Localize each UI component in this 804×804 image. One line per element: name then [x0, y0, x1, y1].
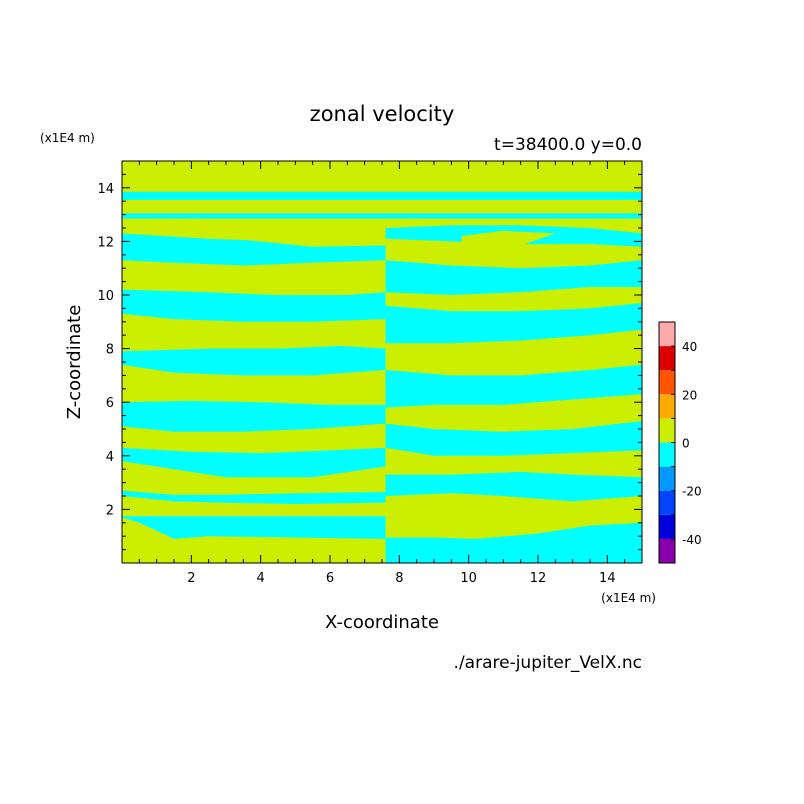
colorbar-segment [659, 490, 675, 515]
positive-island [347, 335, 386, 346]
x-tick-label: 12 [530, 571, 547, 586]
colorbar-segment [659, 442, 675, 467]
colorbar-segment [659, 466, 675, 491]
negative-region [385, 303, 642, 344]
colorbar-segment [659, 418, 675, 443]
source-file-label: ./arare-jupiter_VelX.nc [454, 653, 642, 673]
negative-region [385, 260, 642, 295]
y-tick-label: 8 [106, 343, 114, 358]
negative-velocity-regions [122, 191, 642, 563]
chart-title: zonal velocity [310, 102, 455, 126]
positive-island [614, 337, 642, 349]
negative-region [122, 447, 386, 478]
x-tick-label: 8 [395, 571, 403, 586]
colorbar-tick-label: 40 [682, 340, 697, 354]
colorbar-tick-label: 0 [682, 437, 690, 451]
colorbar-segment [659, 346, 675, 371]
positive-velocity-islands [122, 230, 642, 349]
positive-island [312, 270, 386, 285]
negative-region [122, 191, 642, 200]
negative-region [122, 289, 386, 322]
y-axis-label: Z-coordinate [64, 305, 85, 420]
colorbar-tick-label: -40 [682, 533, 702, 547]
colorbar: 40 20 0 -20 -40 [658, 321, 702, 564]
x-tick-label: 6 [326, 571, 334, 586]
y-tick-label: 4 [106, 450, 114, 465]
x-tick-label: 10 [460, 571, 477, 586]
negative-region [122, 516, 386, 539]
x-axis-label: X-coordinate [325, 612, 439, 633]
negative-region [122, 345, 386, 376]
positive-island [461, 230, 556, 246]
positive-island [122, 332, 168, 346]
negative-region [385, 471, 642, 502]
y-tick-label: 6 [106, 396, 114, 411]
plot-area: 2 4 6 8 10 12 14 2 4 6 8 10 12 14 [97, 160, 643, 586]
positive-island [246, 234, 386, 247]
x-tick-label: 4 [257, 571, 265, 586]
colorbar-segment [659, 322, 675, 347]
x-tick-label: 14 [599, 571, 616, 586]
y-tick-label: 2 [106, 503, 114, 518]
negative-region [122, 490, 386, 504]
y-axis-ticks: 2 4 6 8 10 12 14 [97, 160, 642, 564]
colorbar-segment [659, 514, 675, 539]
colorbar-segment [659, 394, 675, 419]
negative-region [385, 213, 642, 219]
positive-island [278, 261, 386, 274]
colorbar-segment [659, 538, 675, 563]
colorbar-segment [659, 370, 675, 395]
y-unit-label: (x1E4 m) [40, 131, 95, 145]
y-tick-label: 14 [97, 182, 114, 197]
negative-region [122, 400, 386, 432]
x-axis-ticks: 2 4 6 8 10 12 14 [121, 161, 643, 586]
y-tick-label: 10 [97, 289, 114, 304]
negative-region [122, 213, 386, 219]
colorbar-tick-label: 20 [682, 388, 697, 402]
x-tick-label: 2 [187, 571, 195, 586]
negative-region [385, 421, 642, 456]
negative-region [385, 364, 642, 408]
chart-subtitle: t=38400.0 y=0.0 [494, 135, 642, 155]
x-unit-label: (x1E4 m) [601, 591, 656, 605]
negative-region [385, 522, 642, 563]
colorbar-tick-label: -20 [682, 485, 702, 499]
y-tick-label: 12 [97, 235, 114, 250]
